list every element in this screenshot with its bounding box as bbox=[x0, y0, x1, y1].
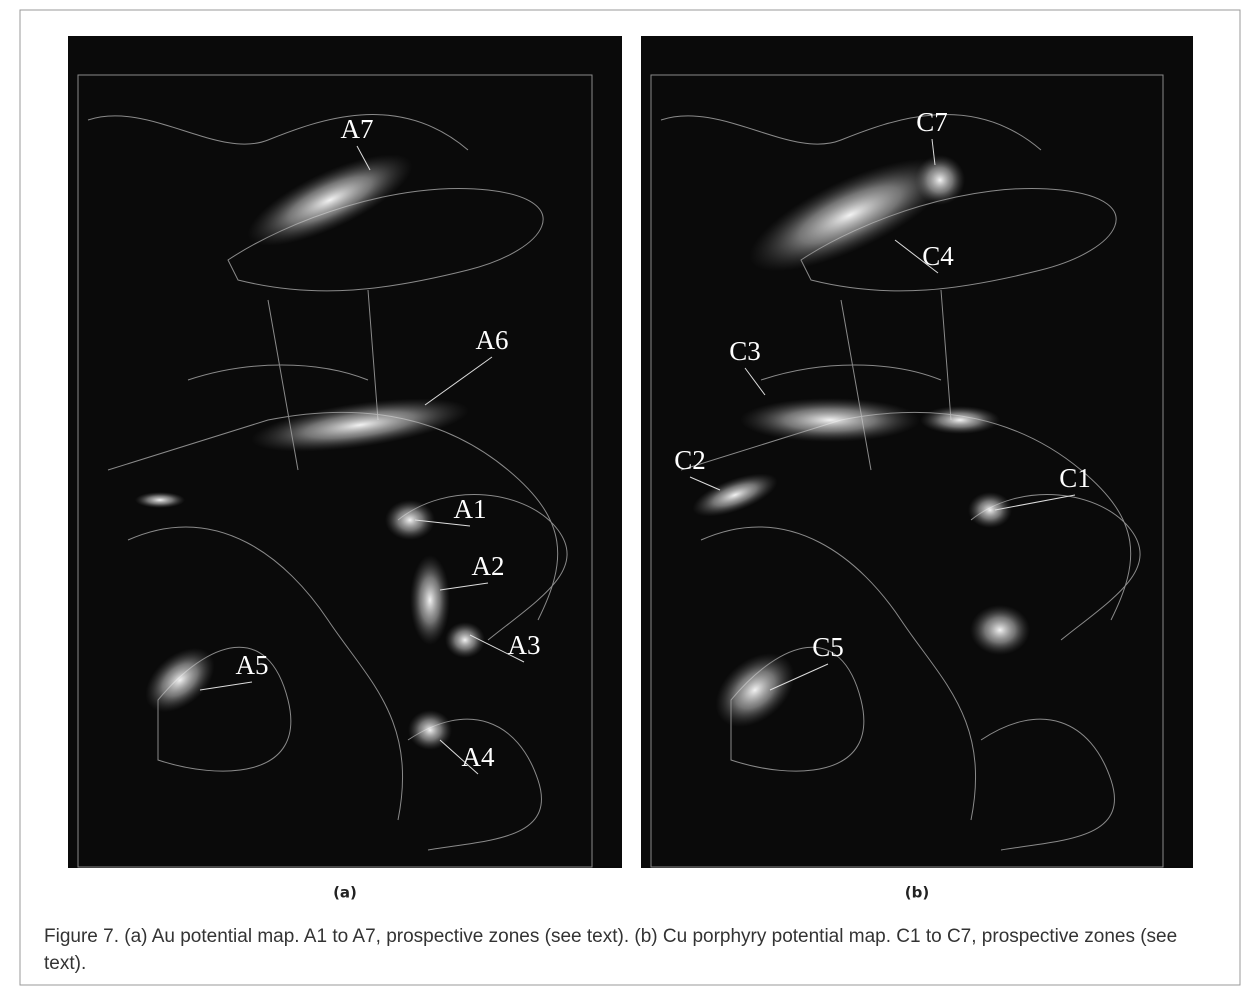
page: A7 A6 A1 A2 A3 A5 A4 (a) C7 C4 C3 C2 C1 C5 (b) Figure… bbox=[0, 0, 1250, 989]
potential-zone bbox=[740, 398, 920, 442]
potential-zone bbox=[385, 500, 435, 540]
panel-caption: (a) bbox=[333, 884, 357, 902]
zone-label: C2 bbox=[674, 445, 706, 475]
potential-zone bbox=[408, 710, 452, 750]
panel-a: A7 A6 A1 A2 A3 A5 A4 (a) bbox=[68, 36, 622, 902]
zone-label: A4 bbox=[462, 742, 495, 772]
zone-label: A3 bbox=[508, 630, 541, 660]
potential-zone bbox=[968, 492, 1012, 528]
map-background bbox=[68, 36, 622, 868]
potential-zone bbox=[135, 492, 185, 508]
zone-label: C7 bbox=[916, 107, 948, 137]
potential-zone bbox=[970, 605, 1030, 655]
zone-label: A2 bbox=[472, 551, 505, 581]
potential-zone bbox=[915, 155, 965, 205]
potential-zone bbox=[920, 406, 1000, 434]
zone-label: A6 bbox=[476, 325, 509, 355]
zone-label: A1 bbox=[454, 494, 487, 524]
figure: A7 A6 A1 A2 A3 A5 A4 (a) C7 C4 C3 C2 C1 C5 (b) bbox=[0, 0, 1250, 989]
zone-label: C1 bbox=[1059, 463, 1091, 493]
zone-label: A7 bbox=[341, 114, 374, 144]
figure-caption: Figure 7. (a) Au potential map. A1 to A7… bbox=[44, 923, 1204, 977]
zone-label: C3 bbox=[729, 336, 761, 366]
zone-label: C4 bbox=[922, 241, 954, 271]
panel-b: C7 C4 C3 C2 C1 C5 (b) bbox=[641, 36, 1193, 902]
zone-label: C5 bbox=[812, 632, 844, 662]
zone-label: A5 bbox=[236, 650, 269, 680]
potential-zone bbox=[410, 555, 450, 645]
panel-caption: (b) bbox=[905, 884, 929, 902]
